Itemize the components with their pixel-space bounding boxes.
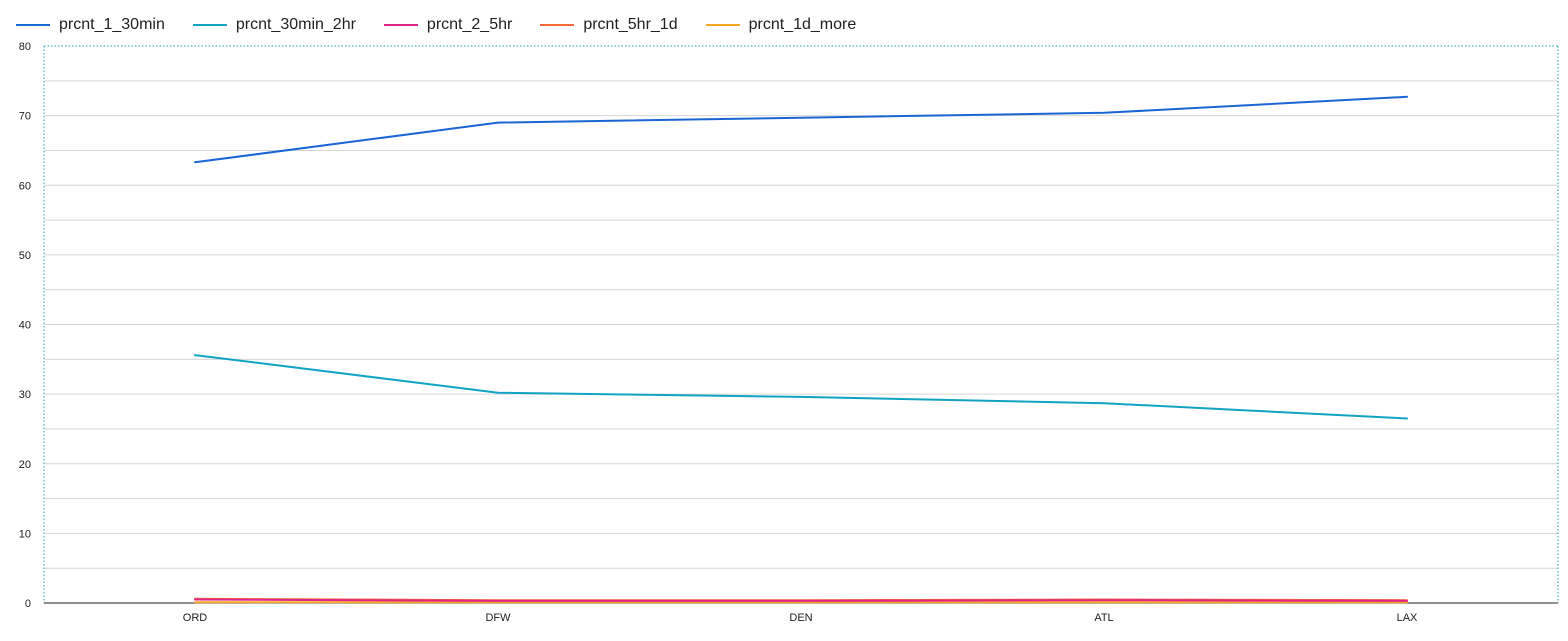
- y-tick-label: 0: [25, 598, 31, 610]
- y-tick-label: 20: [19, 459, 31, 471]
- legend-item-prcnt-5hr-1d[interactable]: prcnt_5hr_1d: [540, 16, 678, 34]
- legend-swatch-prcnt-30min-2hr: [192, 24, 227, 26]
- y-tick-label: 40: [19, 320, 31, 332]
- x-tick-label: ATL: [1094, 612, 1113, 624]
- legend-label-prcnt-2-5hr: prcnt_2_5hr: [426, 16, 513, 33]
- x-tick-label: DFW: [485, 612, 511, 624]
- chart-legend: prcnt_1_30min prcnt_30min_2hr prcnt_2_5h…: [16, 14, 856, 36]
- x-tick-label: DEN: [789, 612, 812, 624]
- y-axis: 0 10 20 30 40 50 60 70 80: [19, 41, 31, 610]
- legend-swatch-prcnt-1d-more: [705, 24, 740, 26]
- legend-item-prcnt-2-5hr[interactable]: prcnt_2_5hr: [383, 16, 513, 34]
- legend-label-prcnt-30min-2hr: prcnt_30min_2hr: [235, 16, 356, 33]
- y-tick-label: 30: [19, 389, 31, 401]
- legend-swatch-prcnt-2-5hr: [383, 24, 418, 26]
- legend-swatch-prcnt-5hr-1d: [540, 24, 575, 26]
- y-tick-label: 80: [19, 41, 31, 53]
- series-line-prcnt-30min-2hr: [194, 354, 1408, 420]
- legend-label-prcnt-1d-more: prcnt_1d_more: [748, 16, 857, 33]
- x-axis: ORD DFW DEN ATL LAX: [183, 612, 1418, 624]
- series-line-prcnt-1-30min: [194, 95, 1408, 164]
- legend-item-prcnt-1d-more[interactable]: prcnt_1d_more: [705, 16, 857, 34]
- gridlines: [43, 45, 1559, 604]
- legend-item-prcnt-1-30min[interactable]: prcnt_1_30min: [16, 16, 165, 34]
- legend-label-prcnt-1-30min: prcnt_1_30min: [59, 16, 165, 33]
- legend-label-prcnt-5hr-1d: prcnt_5hr_1d: [583, 16, 678, 33]
- y-tick-label: 70: [19, 111, 31, 123]
- series-lines: [194, 95, 1408, 604]
- legend-item-prcnt-30min-2hr[interactable]: prcnt_30min_2hr: [192, 16, 356, 34]
- y-tick-label: 60: [19, 180, 31, 192]
- y-tick-label: 10: [19, 528, 31, 540]
- series-line-prcnt-2-5hr: [194, 598, 1408, 602]
- x-tick-label: ORD: [183, 612, 208, 624]
- x-tick-label: LAX: [1397, 612, 1418, 624]
- y-tick-label: 50: [19, 250, 31, 262]
- legend-swatch-prcnt-1-30min: [16, 24, 50, 26]
